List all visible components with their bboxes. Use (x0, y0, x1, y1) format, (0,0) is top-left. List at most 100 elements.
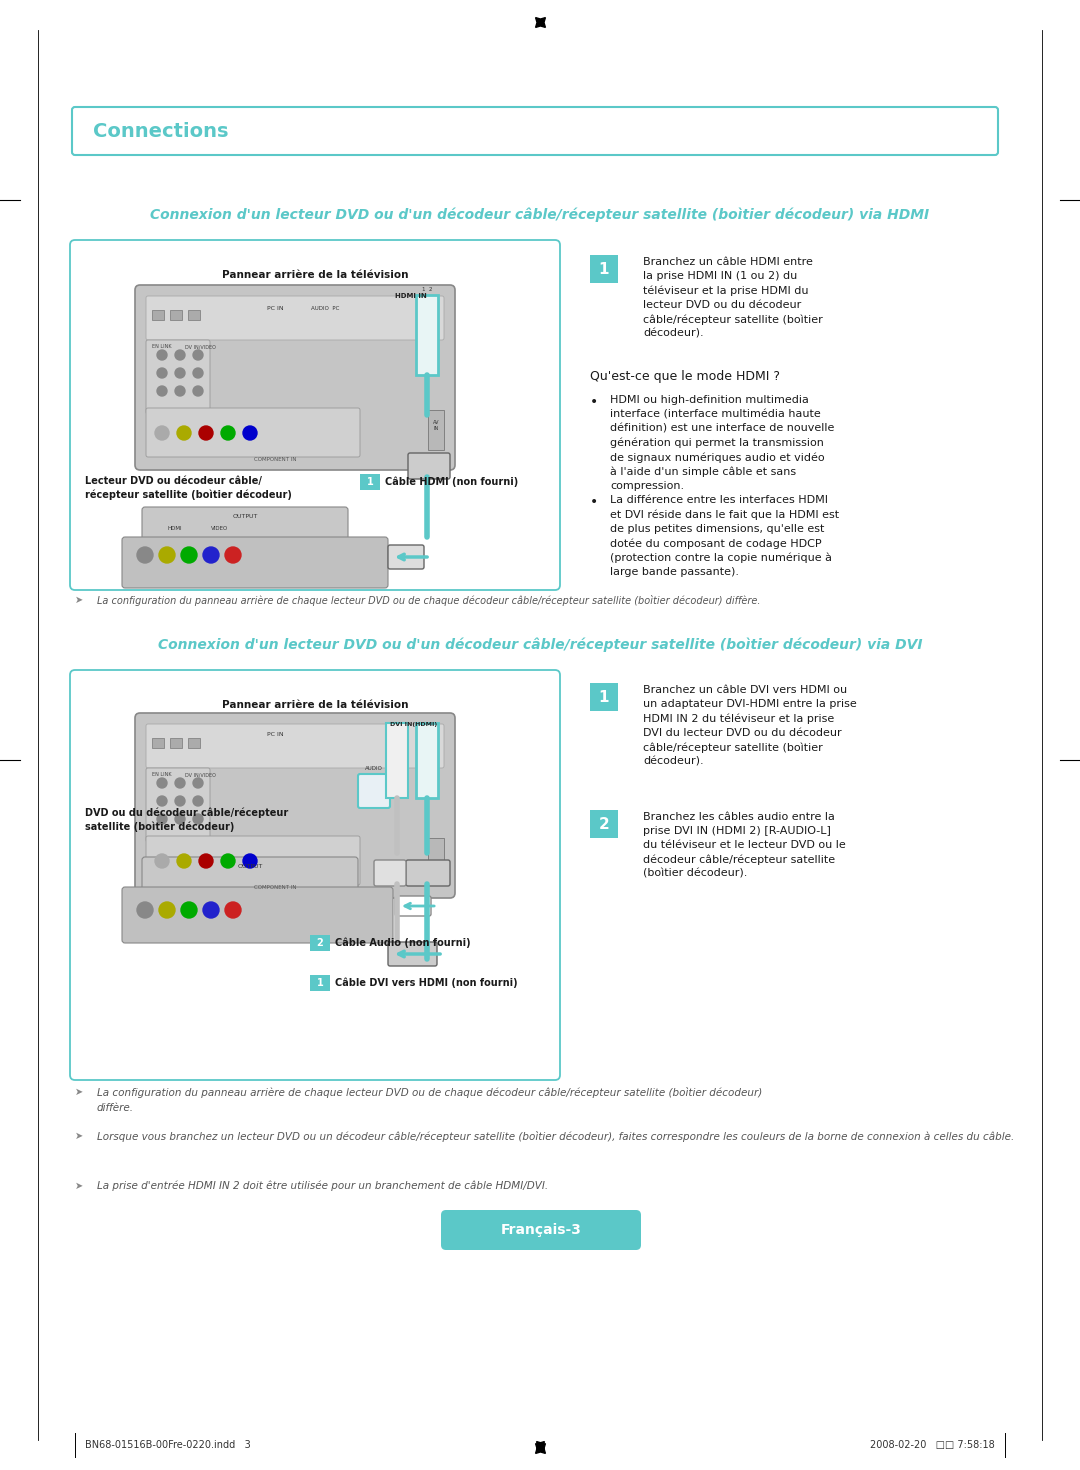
FancyBboxPatch shape (146, 295, 444, 340)
FancyBboxPatch shape (141, 507, 348, 551)
Text: Branchez un câble DVI vers HDMI ou
un adaptateur DVI-HDMI entre la prise
HDMI IN: Branchez un câble DVI vers HDMI ou un ad… (643, 685, 856, 766)
Text: •: • (590, 495, 598, 509)
Text: VIDEO: VIDEO (212, 526, 229, 531)
FancyBboxPatch shape (70, 240, 561, 589)
Bar (590, 254, 618, 284)
Circle shape (175, 368, 185, 378)
Text: DVD ou du décodeur câble/récepteur
satellite (boìtier décodeur): DVD ou du décodeur câble/récepteur satel… (85, 809, 288, 832)
Circle shape (193, 350, 203, 360)
Circle shape (243, 854, 257, 867)
FancyBboxPatch shape (374, 860, 406, 886)
Text: ➤: ➤ (75, 1130, 83, 1141)
Text: Qu'est-ce que le mode HDMI ?: Qu'est-ce que le mode HDMI ? (590, 370, 780, 384)
Text: Français-3: Français-3 (500, 1223, 581, 1236)
Text: AUDIO  PC: AUDIO PC (311, 306, 339, 310)
Circle shape (175, 778, 185, 788)
Circle shape (157, 795, 167, 806)
Text: AV
IN: AV IN (433, 420, 440, 431)
Bar (360, 473, 380, 490)
Circle shape (199, 426, 213, 440)
Circle shape (177, 426, 191, 440)
Text: HDMI: HDMI (167, 526, 183, 531)
FancyBboxPatch shape (70, 670, 561, 1080)
Text: ➤: ➤ (75, 1086, 83, 1097)
Text: EN LINK: EN LINK (152, 344, 172, 348)
FancyBboxPatch shape (146, 725, 444, 767)
Text: DVI IN(HDMI): DVI IN(HDMI) (390, 722, 437, 728)
Circle shape (157, 350, 167, 360)
Text: COMPONENT IN: COMPONENT IN (254, 885, 296, 889)
FancyBboxPatch shape (146, 767, 210, 842)
Text: Pannear arrière de la télévision: Pannear arrière de la télévision (221, 270, 408, 279)
Text: HDMI ou high-definition multimedia
interface (interface multimédia haute
définit: HDMI ou high-definition multimedia inter… (610, 395, 835, 491)
Text: 1: 1 (598, 689, 609, 704)
Text: Connexion d'un lecteur DVD ou d'un décodeur câble/récepteur satellite (boìtier d: Connexion d'un lecteur DVD ou d'un décod… (150, 207, 930, 222)
Text: OUTPUT: OUTPUT (238, 864, 262, 869)
Circle shape (181, 903, 197, 917)
Text: 2: 2 (316, 938, 323, 948)
Bar (152, 310, 164, 320)
Circle shape (193, 814, 203, 825)
Circle shape (203, 547, 219, 563)
Bar (416, 295, 438, 375)
Circle shape (199, 854, 213, 867)
FancyBboxPatch shape (135, 713, 455, 898)
Circle shape (159, 903, 175, 917)
Bar (152, 738, 164, 748)
FancyBboxPatch shape (406, 860, 450, 886)
Circle shape (181, 547, 197, 563)
Circle shape (175, 814, 185, 825)
Bar (590, 684, 618, 711)
FancyBboxPatch shape (135, 285, 455, 470)
FancyBboxPatch shape (357, 775, 390, 809)
Text: BN68-01516B-00Fre-0220.indd   3: BN68-01516B-00Fre-0220.indd 3 (85, 1441, 251, 1449)
Bar (386, 723, 408, 798)
FancyBboxPatch shape (146, 836, 360, 885)
Circle shape (225, 903, 241, 917)
Text: La configuration du panneau arrière de chaque lecteur DVD ou de chaque décodeur : La configuration du panneau arrière de c… (97, 594, 760, 606)
Text: Lecteur DVD ou décodeur câble/
récepteur satellite (boìtier décodeur): Lecteur DVD ou décodeur câble/ récepteur… (85, 476, 292, 500)
Bar (590, 810, 618, 838)
FancyBboxPatch shape (388, 545, 424, 569)
FancyBboxPatch shape (122, 886, 393, 942)
Text: diffère.: diffère. (97, 1102, 134, 1113)
Circle shape (177, 854, 191, 867)
Bar (170, 738, 183, 748)
FancyBboxPatch shape (72, 107, 998, 154)
Text: PC IN: PC IN (267, 306, 283, 310)
Circle shape (221, 426, 235, 440)
Circle shape (137, 547, 153, 563)
FancyBboxPatch shape (146, 340, 210, 415)
Text: 2: 2 (598, 816, 609, 832)
FancyBboxPatch shape (441, 1210, 642, 1250)
Circle shape (159, 547, 175, 563)
Text: AUDIO: AUDIO (365, 766, 383, 770)
Text: Câble HDMI (non fourni): Câble HDMI (non fourni) (384, 476, 518, 487)
Text: EN LINK: EN LINK (152, 772, 172, 778)
FancyBboxPatch shape (141, 857, 357, 898)
Circle shape (156, 426, 168, 440)
Text: 2008-02-20   □□ 7:58:18: 2008-02-20 □□ 7:58:18 (870, 1441, 995, 1449)
Circle shape (175, 795, 185, 806)
Text: La prise d'entrée HDMI IN 2 doit être utilisée pour un branchement de câble HDMI: La prise d'entrée HDMI IN 2 doit être ut… (97, 1180, 549, 1191)
Text: Connexion d'un lecteur DVD ou d'un décodeur câble/récepteur satellite (boìtier d: Connexion d'un lecteur DVD ou d'un décod… (158, 638, 922, 653)
Circle shape (193, 387, 203, 395)
Circle shape (225, 547, 241, 563)
Circle shape (193, 368, 203, 378)
Circle shape (203, 903, 219, 917)
Text: La différence entre les interfaces HDMI
et DVI réside dans le fait que la HDMI e: La différence entre les interfaces HDMI … (610, 495, 839, 578)
Text: La configuration du panneau arrière de chaque lecteur DVD ou de chaque décodeur : La configuration du panneau arrière de c… (97, 1086, 762, 1098)
Circle shape (193, 795, 203, 806)
Text: •: • (590, 395, 598, 409)
Text: Pannear arrière de la télévision: Pannear arrière de la télévision (221, 700, 408, 710)
Text: ➤: ➤ (75, 595, 83, 606)
Circle shape (243, 426, 257, 440)
Text: PC IN: PC IN (267, 732, 283, 736)
Bar (188, 310, 200, 320)
Circle shape (137, 903, 153, 917)
Text: DV IN/VIDEO: DV IN/VIDEO (185, 344, 216, 348)
FancyBboxPatch shape (408, 453, 450, 479)
FancyBboxPatch shape (122, 537, 388, 588)
Text: HDMI IN: HDMI IN (395, 293, 427, 298)
Bar (428, 410, 444, 450)
